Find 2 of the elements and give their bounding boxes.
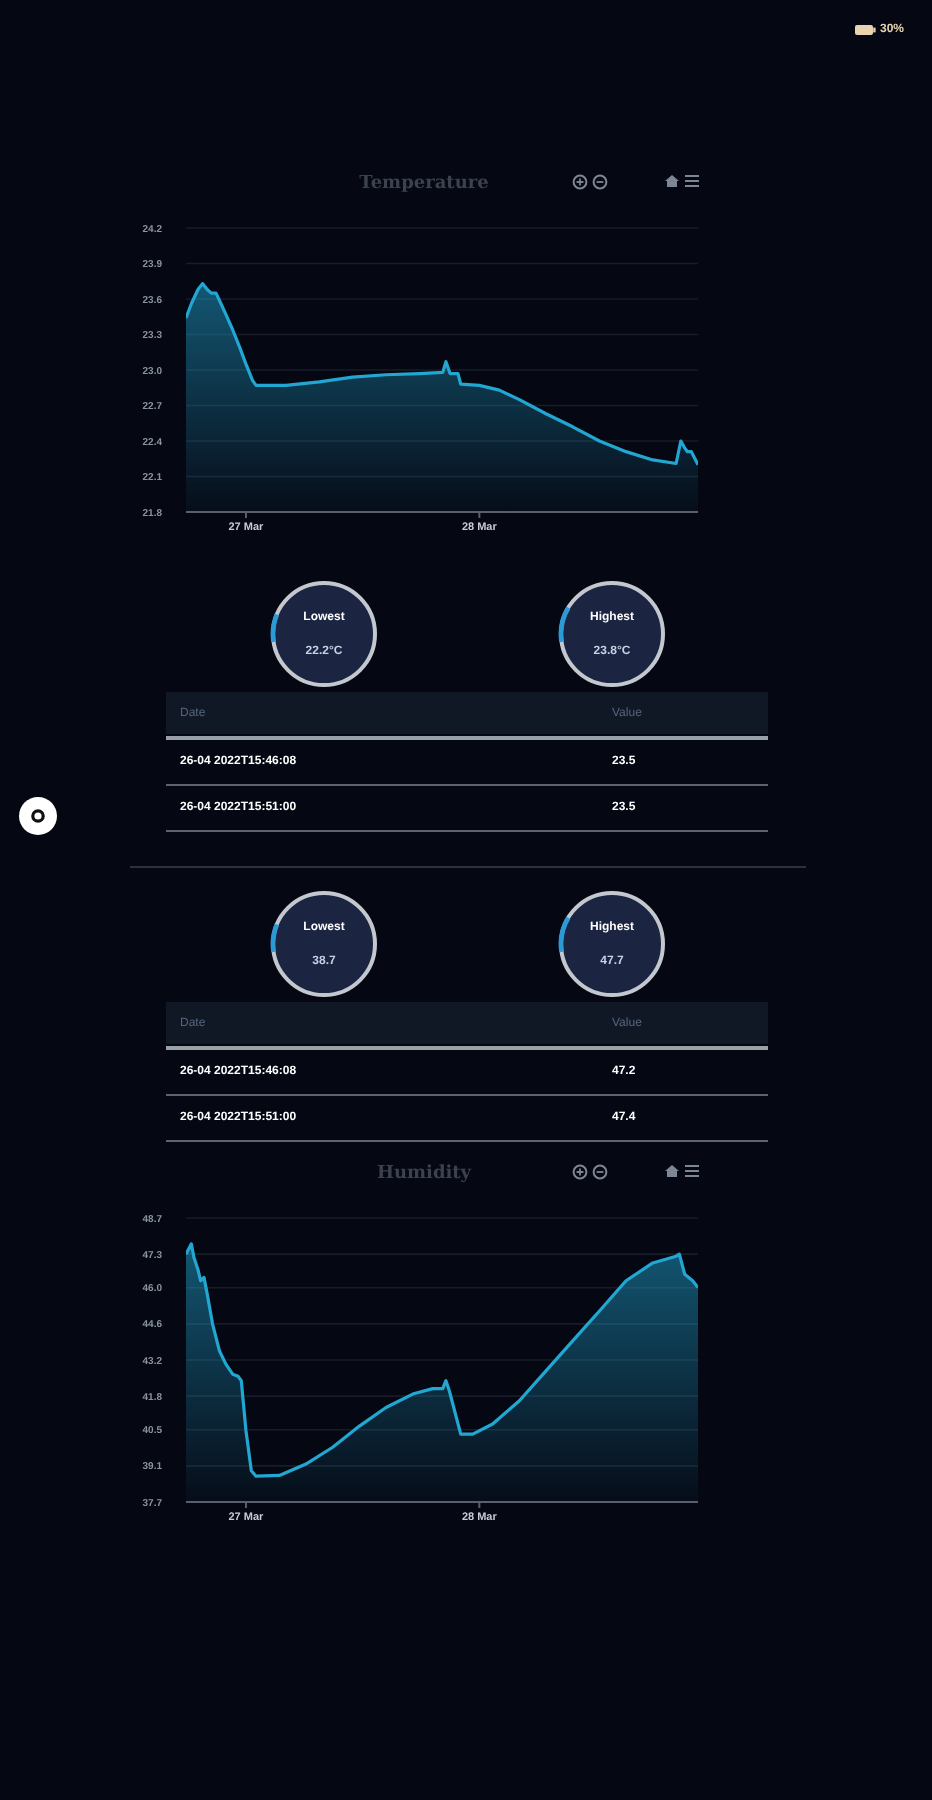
chart-title: Temperature	[357, 172, 491, 196]
chart-title: Humidity	[374, 1162, 474, 1186]
